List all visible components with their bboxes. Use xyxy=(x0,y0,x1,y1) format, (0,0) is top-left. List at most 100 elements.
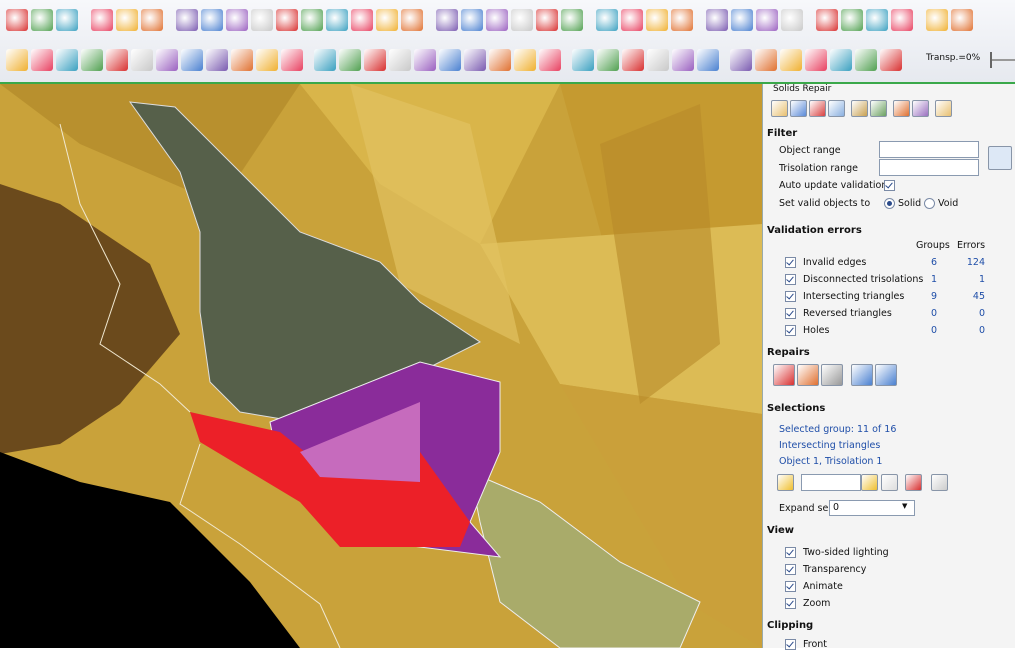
selection-button[interactable] xyxy=(777,474,794,491)
toolbar-button[interactable] xyxy=(339,49,361,71)
toolbar-button[interactable] xyxy=(781,9,803,31)
checkbox[interactable] xyxy=(785,291,796,302)
tool-button[interactable] xyxy=(809,100,826,117)
repair-button[interactable] xyxy=(797,364,819,386)
toolbar-button[interactable] xyxy=(226,9,248,31)
tool-button[interactable] xyxy=(790,100,807,117)
tool-button[interactable] xyxy=(771,100,788,117)
toolbar-button[interactable] xyxy=(805,49,827,71)
toolbar-button[interactable] xyxy=(6,49,28,71)
toolbar-button[interactable] xyxy=(436,9,458,31)
repair-button[interactable] xyxy=(773,364,795,386)
toolbar-button[interactable] xyxy=(116,9,138,31)
repair-button[interactable] xyxy=(851,364,873,386)
toolbar-button[interactable] xyxy=(6,9,28,31)
toolbar-button[interactable] xyxy=(891,9,913,31)
toolbar-button[interactable] xyxy=(780,49,802,71)
toolbar-button[interactable] xyxy=(486,9,508,31)
object-range-input[interactable] xyxy=(879,141,979,158)
toolbar-button[interactable] xyxy=(855,49,877,71)
checkbox[interactable] xyxy=(785,257,796,268)
toolbar-button[interactable] xyxy=(756,9,778,31)
refresh-button[interactable] xyxy=(988,146,1012,170)
toolbar-button[interactable] xyxy=(256,49,278,71)
toolbar-button[interactable] xyxy=(731,9,753,31)
toolbar-button[interactable] xyxy=(31,9,53,31)
checkbox[interactable] xyxy=(884,180,895,191)
toolbar-button[interactable] xyxy=(730,49,752,71)
toolbar-button[interactable] xyxy=(131,49,153,71)
toolbar-button[interactable] xyxy=(31,49,53,71)
toolbar-button[interactable] xyxy=(514,49,536,71)
tool-button[interactable] xyxy=(935,100,952,117)
checkbox[interactable] xyxy=(785,274,796,285)
toolbar-button[interactable] xyxy=(697,49,719,71)
toolbar-button[interactable] xyxy=(706,9,728,31)
toolbar-button[interactable] xyxy=(56,49,78,71)
checkbox[interactable] xyxy=(785,564,796,575)
repair-button[interactable] xyxy=(821,364,843,386)
toolbar-button[interactable] xyxy=(489,49,511,71)
tool-button[interactable] xyxy=(828,100,845,117)
toolbar-button[interactable] xyxy=(539,49,561,71)
checkbox[interactable] xyxy=(785,581,796,592)
checkbox[interactable] xyxy=(785,547,796,558)
tool-button[interactable] xyxy=(851,100,868,117)
toolbar-button[interactable] xyxy=(755,49,777,71)
toolbar-button[interactable] xyxy=(389,49,411,71)
toolbar-button[interactable] xyxy=(251,9,273,31)
radio-solid[interactable] xyxy=(884,198,895,209)
toolbar-button[interactable] xyxy=(201,9,223,31)
toolbar-button[interactable] xyxy=(414,49,436,71)
toolbar-button[interactable] xyxy=(56,9,78,31)
toolbar-button[interactable] xyxy=(81,49,103,71)
toolbar-button[interactable] xyxy=(351,9,373,31)
tool-button[interactable] xyxy=(870,100,887,117)
checkbox[interactable] xyxy=(785,325,796,336)
checkbox[interactable] xyxy=(785,308,796,319)
toolbar-button[interactable] xyxy=(231,49,253,71)
toolbar-button[interactable] xyxy=(830,49,852,71)
toolbar-button[interactable] xyxy=(596,9,618,31)
selection-button[interactable] xyxy=(931,474,948,491)
selection-button[interactable] xyxy=(905,474,922,491)
toolbar-button[interactable] xyxy=(326,9,348,31)
toolbar-button[interactable] xyxy=(106,49,128,71)
toolbar-button[interactable] xyxy=(314,49,336,71)
toolbar-button[interactable] xyxy=(671,9,693,31)
toolbar-button[interactable] xyxy=(622,49,644,71)
toolbar-button[interactable] xyxy=(281,49,303,71)
transparency-slider[interactable] xyxy=(990,52,992,68)
toolbar-button[interactable] xyxy=(364,49,386,71)
toolbar-button[interactable] xyxy=(646,9,668,31)
selection-button[interactable] xyxy=(881,474,898,491)
trisolation-range-input[interactable] xyxy=(879,159,979,176)
toolbar-button[interactable] xyxy=(951,9,973,31)
radio-void[interactable] xyxy=(924,198,935,209)
toolbar-button[interactable] xyxy=(647,49,669,71)
toolbar-button[interactable] xyxy=(91,9,113,31)
toolbar-button[interactable] xyxy=(376,9,398,31)
toolbar-button[interactable] xyxy=(511,9,533,31)
toolbar-button[interactable] xyxy=(816,9,838,31)
tool-button[interactable] xyxy=(893,100,910,117)
expand-dropdown[interactable]: 0 ▼ xyxy=(829,500,915,516)
toolbar-button[interactable] xyxy=(141,9,163,31)
3d-viewport[interactable] xyxy=(0,84,762,648)
toolbar-button[interactable] xyxy=(880,49,902,71)
selection-button[interactable] xyxy=(861,474,878,491)
toolbar-button[interactable] xyxy=(561,9,583,31)
toolbar-button[interactable] xyxy=(156,49,178,71)
toolbar-button[interactable] xyxy=(276,9,298,31)
toolbar-button[interactable] xyxy=(621,9,643,31)
tool-button[interactable] xyxy=(912,100,929,117)
toolbar-button[interactable] xyxy=(176,9,198,31)
toolbar-button[interactable] xyxy=(536,9,558,31)
toolbar-button[interactable] xyxy=(572,49,594,71)
toolbar-button[interactable] xyxy=(672,49,694,71)
toolbar-button[interactable] xyxy=(301,9,323,31)
repair-button[interactable] xyxy=(875,364,897,386)
toolbar-button[interactable] xyxy=(461,9,483,31)
toolbar-button[interactable] xyxy=(181,49,203,71)
toolbar-button[interactable] xyxy=(841,9,863,31)
